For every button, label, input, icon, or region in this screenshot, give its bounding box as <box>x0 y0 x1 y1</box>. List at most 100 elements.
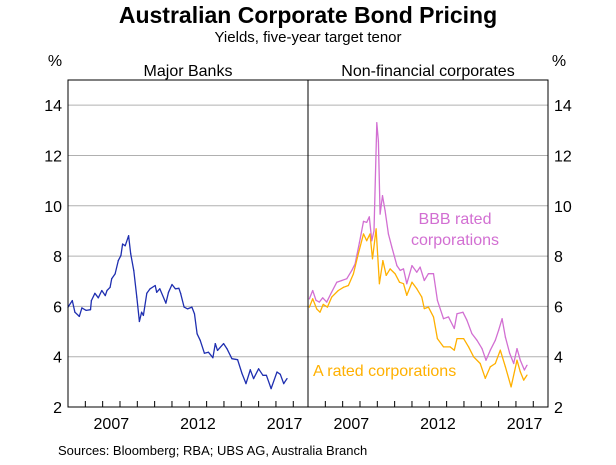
data-point <box>315 299 317 301</box>
y-tick-label-right: 4 <box>554 350 563 367</box>
data-point <box>279 373 281 375</box>
y-tick-label-left: 12 <box>44 148 62 165</box>
data-point <box>371 240 373 242</box>
data-point <box>109 286 111 288</box>
data-point <box>453 327 455 330</box>
data-point <box>516 348 518 350</box>
x-tick-label: 2007 <box>334 416 370 433</box>
data-point <box>375 228 377 230</box>
data-point <box>406 283 408 285</box>
data-point <box>270 388 272 390</box>
data-point <box>336 281 338 283</box>
data-point <box>373 230 375 232</box>
data-point <box>312 289 314 292</box>
data-point <box>462 311 464 313</box>
data-point <box>308 298 310 300</box>
y-tick-label-left: 10 <box>44 199 62 216</box>
y-tick-label-right: 12 <box>554 148 572 165</box>
data-point <box>421 296 423 298</box>
data-point <box>382 260 384 262</box>
data-point <box>423 308 425 310</box>
data-point <box>241 372 243 375</box>
data-point <box>90 299 92 302</box>
legend-label-bbb: BBB rated <box>419 211 492 228</box>
data-point <box>436 337 439 340</box>
data-point <box>106 289 108 292</box>
data-point <box>378 283 380 285</box>
data-point <box>369 233 371 235</box>
data-point <box>447 316 450 318</box>
data-point <box>411 265 413 267</box>
data-point <box>316 308 318 310</box>
data-point <box>111 278 113 280</box>
data-point <box>398 281 401 283</box>
y-axis-unit-left: % <box>48 53 62 70</box>
data-point <box>504 366 506 368</box>
data-point <box>85 309 87 312</box>
data-point <box>326 301 328 303</box>
data-point <box>432 273 435 275</box>
data-point <box>453 349 455 351</box>
data-point <box>207 351 209 353</box>
data-point <box>371 258 374 260</box>
data-point <box>138 320 140 323</box>
data-point <box>276 371 278 373</box>
data-point <box>379 213 381 215</box>
data-point <box>484 377 486 379</box>
data-point <box>463 337 465 340</box>
series-line <box>308 228 528 388</box>
data-point <box>141 311 143 313</box>
data-point <box>186 308 189 310</box>
data-point <box>78 315 80 318</box>
data-point <box>396 265 398 267</box>
data-point <box>154 284 156 287</box>
data-point <box>346 278 348 280</box>
data-point <box>416 288 418 290</box>
data-point <box>519 359 521 361</box>
data-point <box>387 233 390 235</box>
data-point <box>265 374 268 376</box>
data-point <box>423 279 425 282</box>
data-point <box>149 288 151 290</box>
data-point <box>196 333 198 335</box>
data-point <box>193 313 196 315</box>
y-tick-label-right: 14 <box>554 98 572 115</box>
data-point <box>133 270 135 272</box>
data-point <box>485 359 487 361</box>
data-point <box>342 286 345 288</box>
data-point <box>130 253 132 255</box>
data-point <box>178 287 180 289</box>
data-point <box>286 377 288 380</box>
data-point <box>142 314 144 317</box>
data-point <box>117 260 119 262</box>
data-point <box>331 296 333 298</box>
data-point <box>498 329 500 331</box>
data-point <box>406 294 408 296</box>
data-point <box>519 371 521 373</box>
data-point <box>331 291 333 293</box>
data-point <box>362 220 365 222</box>
x-tick-label: 2007 <box>94 416 130 433</box>
x-tick-label: 2012 <box>420 416 456 433</box>
data-point <box>399 269 401 272</box>
data-point <box>337 289 339 292</box>
panel-label-non-financial: Non-financial corporates <box>341 63 514 80</box>
y-tick-label-left: 4 <box>53 350 62 367</box>
data-point <box>101 289 103 292</box>
data-point <box>366 240 368 242</box>
data-point <box>167 291 170 293</box>
data-point <box>171 283 173 286</box>
y-tick-label-right: 2 <box>554 400 563 417</box>
data-point <box>180 292 182 294</box>
data-point <box>94 292 96 294</box>
data-point <box>489 349 491 351</box>
data-point <box>381 195 384 197</box>
data-point <box>249 369 251 371</box>
data-point <box>124 245 126 247</box>
data-point <box>442 346 445 348</box>
data-point <box>262 374 264 376</box>
data-point <box>368 216 370 218</box>
data-point <box>212 357 214 359</box>
data-point <box>146 292 148 294</box>
